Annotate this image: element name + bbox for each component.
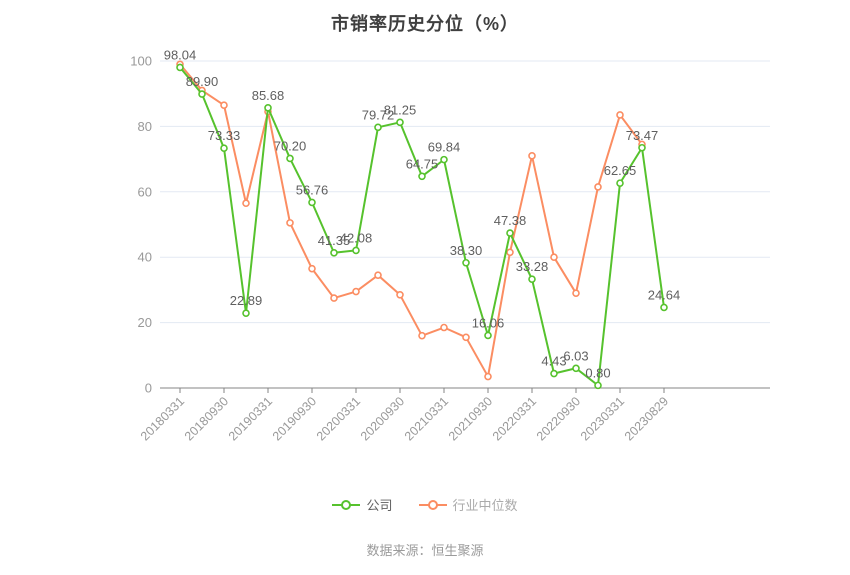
series-line xyxy=(179,63,643,378)
data-point-label: 24.64 xyxy=(648,287,681,302)
data-point-label: 73.47 xyxy=(626,128,659,143)
data-point-label: 38.30 xyxy=(450,243,483,258)
y-axis-label: 80 xyxy=(138,119,152,134)
data-point-marker xyxy=(264,104,272,112)
data-point-marker xyxy=(374,123,382,132)
y-axis-labels: 0 20 40 60 80 100 xyxy=(130,54,152,396)
data-point-marker xyxy=(308,198,316,207)
chart-title: 市销率历史分位（%） xyxy=(330,14,519,34)
data-point-label: 69.84 xyxy=(428,140,461,155)
data-point-marker xyxy=(198,90,206,98)
legend-item-industry-median[interactable]: 行业中位数 xyxy=(418,495,518,514)
data-point-marker xyxy=(594,183,602,191)
data-point-label: 47.38 xyxy=(494,213,527,228)
data-point-label: 41.35 xyxy=(318,233,351,248)
data-point-marker xyxy=(352,246,360,255)
data-point-marker xyxy=(396,118,404,127)
data-source-note: 数据来源：恒生聚源 xyxy=(366,543,484,558)
data-point-label: 73.33 xyxy=(208,128,241,143)
data-point-label: 16.06 xyxy=(472,315,505,330)
data-point-marker xyxy=(330,248,338,257)
data-point-marker xyxy=(330,294,338,302)
data-point-marker xyxy=(220,101,228,109)
x-axis-label: 20230829 xyxy=(622,394,671,443)
x-axis-label: 20210930 xyxy=(446,394,495,443)
data-point-marker xyxy=(418,172,426,181)
data-point-marker xyxy=(616,111,624,119)
x-axis-label: 20190930 xyxy=(270,394,319,443)
y-axis-label: 20 xyxy=(138,315,152,330)
data-point-label: 0.80 xyxy=(585,365,610,380)
company-series: 98.04 89.90 73.33 22.89 85.68 70.20 56.76 41.35… xyxy=(164,47,681,390)
data-point-label: 42.08 xyxy=(340,230,373,245)
data-point-label: 89.90 xyxy=(186,74,219,89)
data-point-marker xyxy=(528,275,536,283)
data-point-label: 4.43 xyxy=(541,354,566,369)
legend-item-company[interactable]: 公司 xyxy=(332,495,393,514)
data-point-marker xyxy=(506,248,514,257)
data-point-marker xyxy=(594,381,602,390)
data-point-marker xyxy=(440,155,448,164)
data-point-marker xyxy=(484,331,492,340)
legend-label-company: 公司 xyxy=(366,498,393,513)
data-point-marker xyxy=(286,154,294,163)
data-point-marker xyxy=(616,179,624,187)
data-point-label: 33.28 xyxy=(516,259,549,274)
data-point-marker xyxy=(396,291,404,299)
x-axis: 2018033120180930201903312019093020200331… xyxy=(138,387,770,443)
data-point-label: 81.25 xyxy=(384,102,417,117)
data-point-label: 70.20 xyxy=(274,138,307,153)
y-grid-lines xyxy=(160,60,770,324)
data-point-marker xyxy=(220,144,228,153)
data-point-label: 22.89 xyxy=(230,293,263,308)
data-point-label: 79.72 xyxy=(362,107,395,122)
x-axis-label: 20230331 xyxy=(578,394,627,443)
x-axis-label: 20180930 xyxy=(182,394,231,443)
x-axis-label: 20190331 xyxy=(226,394,275,443)
data-point-marker xyxy=(462,258,470,267)
industry-median-line-marker-icon xyxy=(418,499,447,510)
data-point-marker xyxy=(352,287,360,296)
chart-legend: 公司 行业中位数 xyxy=(0,495,850,514)
x-axis-label: 20220331 xyxy=(490,394,539,443)
data-point-marker xyxy=(638,143,646,152)
data-point-marker xyxy=(440,323,448,332)
y-axis-label: 100 xyxy=(130,54,152,69)
data-point-label: 62.65 xyxy=(604,163,637,178)
data-point-marker xyxy=(242,309,250,317)
data-point-marker xyxy=(418,331,426,340)
x-axis-label: 20220930 xyxy=(534,394,583,443)
data-point-marker xyxy=(176,63,184,72)
company-line-marker-icon xyxy=(332,499,361,510)
data-point-marker xyxy=(572,289,580,297)
y-axis-label: 40 xyxy=(138,250,152,265)
data-point-marker xyxy=(286,219,294,227)
data-point-marker xyxy=(462,333,470,342)
x-axis-label: 20180331 xyxy=(138,394,187,443)
legend-label-industry-median: 行业中位数 xyxy=(452,498,518,513)
data-point-marker xyxy=(528,152,536,160)
data-point-label: 85.68 xyxy=(252,88,285,103)
data-point-marker xyxy=(308,264,316,273)
y-axis-label: 0 xyxy=(145,381,152,396)
data-point-marker xyxy=(572,364,580,373)
data-point-label: 98.04 xyxy=(164,47,197,62)
data-point-marker xyxy=(506,229,514,237)
x-axis-label: 20200930 xyxy=(358,394,407,443)
data-point-marker xyxy=(484,372,492,381)
data-point-marker xyxy=(660,303,668,312)
data-point-label: 6.03 xyxy=(563,348,588,363)
data-point-marker xyxy=(550,369,558,378)
data-point-marker xyxy=(242,199,250,208)
data-point-label: 56.76 xyxy=(296,182,329,197)
data-point-label: 64.75 xyxy=(406,156,439,171)
data-point-marker xyxy=(550,253,558,262)
x-axis-label: 20210331 xyxy=(402,394,451,443)
y-axis-label: 60 xyxy=(138,184,152,199)
data-point-marker xyxy=(374,271,382,279)
x-axis-label: 20200331 xyxy=(314,394,363,443)
